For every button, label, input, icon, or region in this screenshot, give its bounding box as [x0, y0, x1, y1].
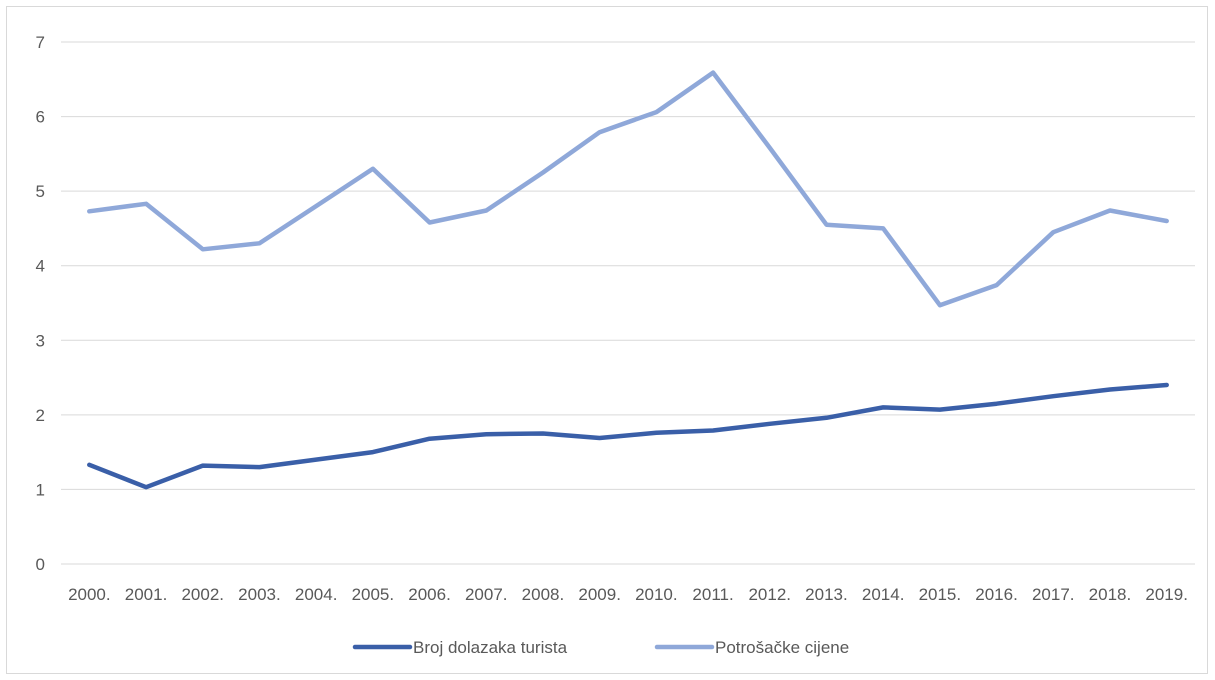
y-tick-label: 4	[36, 257, 45, 276]
y-tick-label: 2	[36, 406, 45, 425]
x-tick-label: 2006.	[408, 585, 451, 604]
y-tick-label: 3	[36, 331, 45, 350]
legend: Broj dolazaka turista Potrošačke cijene	[352, 638, 849, 657]
x-tick-label: 2014.	[862, 585, 905, 604]
y-tick-label: 6	[36, 108, 45, 127]
legend-label-1: Broj dolazaka turista	[413, 638, 568, 657]
y-axis-ticks: 0 1 2 3 4 5 6 7	[36, 33, 45, 574]
x-tick-label: 2017.	[1032, 585, 1075, 604]
x-tick-label: 2001.	[125, 585, 168, 604]
y-tick-label: 7	[36, 33, 45, 52]
gridlines	[61, 41, 1195, 565]
x-tick-label: 2012.	[748, 585, 791, 604]
x-tick-label: 2003.	[238, 585, 281, 604]
x-axis-ticks: 2000. 2001. 2002. 2003. 2004. 2005. 2006. 2007.…	[68, 585, 1188, 604]
legend-label-2: Potrošačke cijene	[715, 638, 849, 657]
x-tick-label: 2018.	[1089, 585, 1132, 604]
series-line-1	[87, 382, 1169, 490]
x-tick-label: 2005.	[352, 585, 395, 604]
x-tick-label: 2002.	[181, 585, 224, 604]
x-tick-label: 2008.	[522, 585, 565, 604]
x-tick-label: 2010.	[635, 585, 678, 604]
y-tick-label: 1	[36, 480, 45, 499]
y-tick-label: 5	[36, 182, 45, 201]
x-tick-label: 2007.	[465, 585, 508, 604]
series-lines	[87, 70, 1169, 490]
x-tick-label: 2011.	[692, 585, 733, 604]
x-tick-label: 2019.	[1145, 585, 1188, 604]
x-tick-label: 2016.	[975, 585, 1018, 604]
x-tick-label: 2015.	[919, 585, 962, 604]
series-line-2	[87, 70, 1169, 308]
x-tick-label: 2013.	[805, 585, 848, 604]
y-tick-label: 0	[36, 555, 45, 574]
x-tick-label: 2000.	[68, 585, 111, 604]
x-tick-label: 2009.	[578, 585, 621, 604]
x-tick-label: 2004.	[295, 585, 338, 604]
